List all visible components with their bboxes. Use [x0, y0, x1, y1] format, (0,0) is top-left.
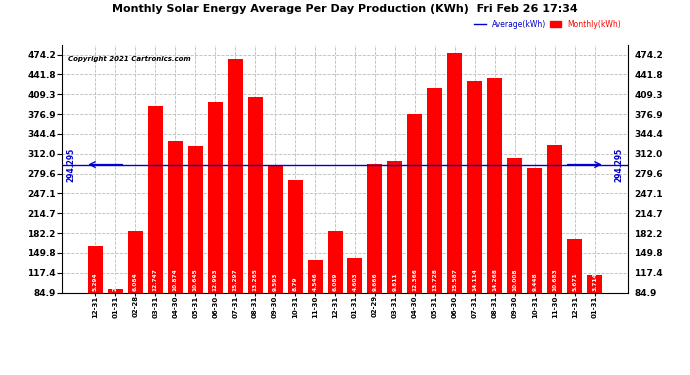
Bar	[108, 289, 123, 344]
Bar	[208, 102, 223, 344]
Bar	[148, 106, 163, 344]
Bar	[368, 164, 382, 344]
Bar	[567, 238, 582, 344]
Text: 12.747: 12.747	[152, 268, 158, 291]
Bar	[527, 168, 542, 344]
Text: 15.297: 15.297	[233, 268, 237, 291]
Text: 294.295: 294.295	[614, 147, 623, 182]
Text: 12.366: 12.366	[413, 268, 417, 291]
Text: 9.666: 9.666	[373, 273, 377, 291]
Text: 2.986: 2.986	[112, 273, 118, 291]
Legend: Average(kWh), Monthly(kWh): Average(kWh), Monthly(kWh)	[471, 16, 624, 32]
Bar	[188, 146, 203, 344]
Text: 13.728: 13.728	[433, 268, 437, 291]
Text: 12.993: 12.993	[213, 268, 217, 291]
Text: 8.79: 8.79	[293, 277, 297, 291]
Bar	[487, 78, 502, 344]
Bar	[348, 258, 362, 344]
Text: 14.114: 14.114	[473, 268, 477, 291]
Text: 15.587: 15.587	[453, 268, 457, 291]
Text: 9.811: 9.811	[393, 273, 397, 291]
Text: 10.683: 10.683	[552, 268, 558, 291]
Bar	[447, 54, 462, 344]
Bar	[427, 88, 442, 344]
Text: 6.084: 6.084	[132, 273, 138, 291]
Bar	[388, 161, 402, 344]
Text: 13.265: 13.265	[253, 268, 257, 291]
Bar	[88, 246, 103, 344]
Bar	[268, 165, 283, 344]
Text: 5.294: 5.294	[93, 273, 98, 291]
Text: 9.593: 9.593	[273, 273, 277, 291]
Text: 10.874: 10.874	[172, 268, 178, 291]
Bar	[308, 260, 322, 344]
Text: 10.645: 10.645	[193, 268, 198, 291]
Text: 6.089: 6.089	[333, 273, 337, 291]
Text: Monthly Solar Energy Average Per Day Production (KWh)  Fri Feb 26 17:34: Monthly Solar Energy Average Per Day Pro…	[112, 4, 578, 14]
Text: 14.268: 14.268	[492, 268, 497, 291]
Bar	[467, 81, 482, 344]
Text: 10.008: 10.008	[512, 269, 518, 291]
Bar	[407, 114, 422, 344]
Bar	[507, 158, 522, 344]
Text: 294.295: 294.295	[67, 147, 76, 182]
Bar	[168, 141, 183, 344]
Bar	[128, 231, 143, 344]
Text: 5.671: 5.671	[572, 273, 578, 291]
Text: 4.546: 4.546	[313, 273, 317, 291]
Bar	[547, 145, 562, 344]
Bar	[288, 180, 302, 344]
Bar	[587, 275, 602, 344]
Bar	[228, 59, 243, 344]
Text: 9.448: 9.448	[532, 273, 538, 291]
Bar	[328, 231, 342, 344]
Text: 4.603: 4.603	[353, 273, 357, 291]
Bar	[248, 97, 263, 344]
Text: 3.714: 3.714	[592, 273, 597, 291]
Text: Copyright 2021 Cartronics.com: Copyright 2021 Cartronics.com	[68, 56, 190, 62]
